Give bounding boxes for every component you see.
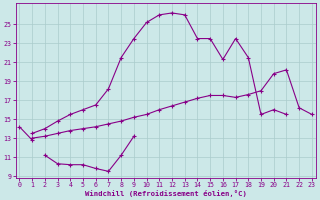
X-axis label: Windchill (Refroidissement éolien,°C): Windchill (Refroidissement éolien,°C) [85, 190, 247, 197]
